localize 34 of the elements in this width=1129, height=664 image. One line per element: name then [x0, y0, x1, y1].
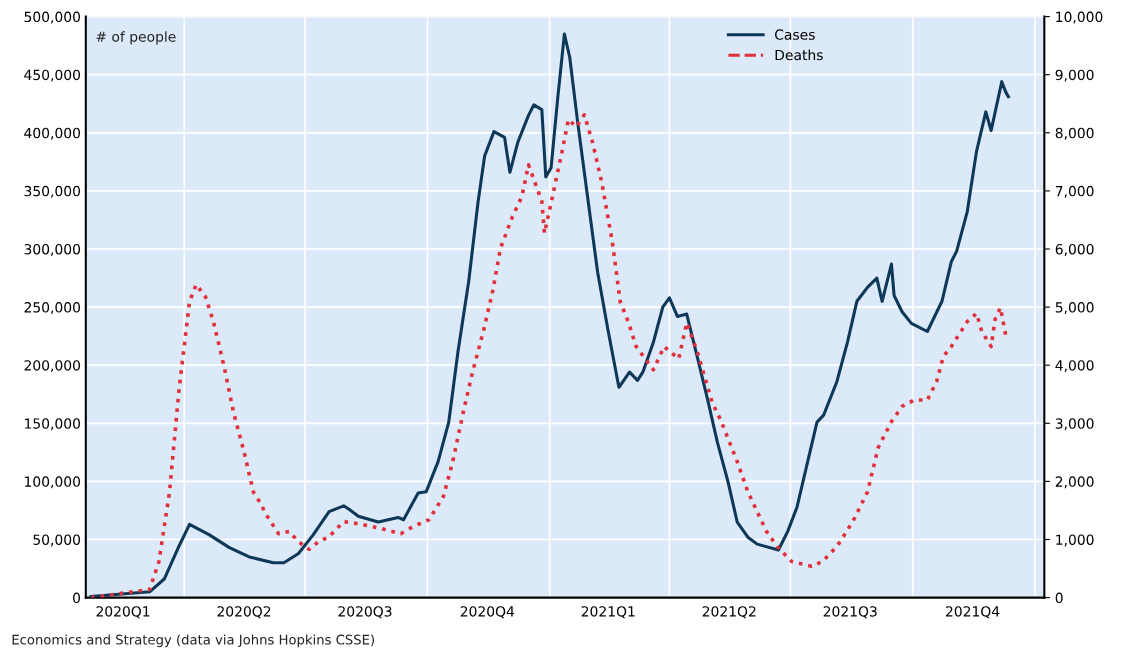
y-tick-label: 150,000: [25, 418, 81, 431]
y2-tick-label: 6,000: [1055, 243, 1094, 256]
y-tick-label: 400,000: [24, 127, 81, 140]
y2-tick-label: 5,000: [1055, 302, 1094, 314]
y2-tick-label: 8,000: [1055, 127, 1094, 140]
y2-tick-label: 0: [1055, 592, 1063, 604]
x-tick-label: 2021Q2: [702, 606, 756, 619]
y-tick-label: 500,000: [24, 11, 81, 24]
x-tick-label: 2021Q1: [581, 606, 635, 619]
annotation: # of people: [96, 31, 176, 45]
x-tick-label: 2021Q4: [945, 606, 1000, 619]
x-tick-label: 2020Q3: [338, 606, 392, 619]
y-tick-label: 300,000: [24, 243, 81, 256]
text: Economics and Strategy (data via Johns Hopkins CSSE): [12, 634, 374, 648]
y2-tick-label: 7,000: [1055, 185, 1094, 198]
y2-tick-label: 1,000: [1056, 534, 1094, 547]
y-tick-label: 100,000: [25, 476, 81, 489]
legend-label: Deaths: [775, 49, 823, 61]
y2-tick-label: 2,000: [1055, 476, 1094, 489]
y2-tick-label: 3,000: [1055, 418, 1094, 431]
x-tick-label: 2020Q2: [217, 606, 271, 619]
y-tick-label: 50,000: [33, 534, 81, 547]
y-tick-label: 0: [73, 592, 81, 604]
y2-tick-label: 4,000: [1055, 360, 1094, 373]
legend-label: Cases: [775, 29, 815, 40]
y-tick-label: 250,000: [24, 302, 81, 314]
y2-tick-label: 10,000: [1056, 11, 1103, 24]
x-tick-label: 2020Q1: [96, 606, 150, 619]
y-tick-label: 200,000: [24, 360, 81, 373]
y-tick-label: 450,000: [24, 69, 81, 82]
x-tick-label: 2021Q3: [823, 606, 877, 619]
x-tick-label: 2020Q4: [460, 606, 515, 619]
y2-tick-label: 9,000: [1055, 69, 1094, 82]
y-tick-label: 350,000: [24, 185, 81, 198]
